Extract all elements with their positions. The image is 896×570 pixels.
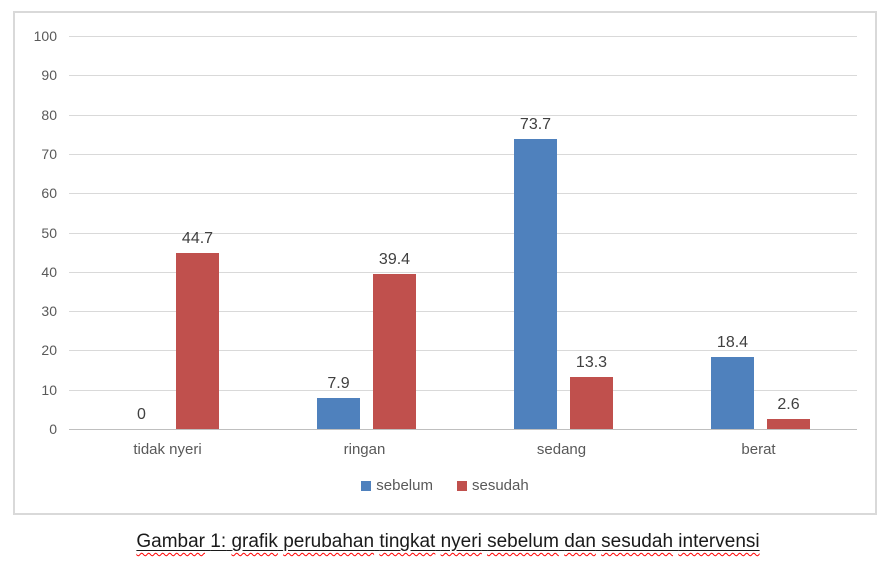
caption-word: dan	[564, 531, 596, 552]
legend-label: sebelum	[376, 477, 433, 494]
gridline	[69, 75, 857, 76]
ytick-label: 40	[41, 264, 57, 280]
legend-label: sesudah	[471, 477, 529, 494]
legend-swatch-sebelum	[361, 480, 372, 491]
data-label: 73.7	[519, 116, 552, 133]
legend-item-sebelum: sebelum	[361, 477, 433, 494]
data-label: 7.9	[327, 375, 350, 392]
bar-sesudah-berat	[767, 419, 810, 429]
x-axis-line	[69, 429, 857, 430]
ytick-label: 50	[41, 225, 57, 241]
gridline	[69, 193, 857, 194]
ytick-label: 90	[41, 67, 57, 83]
caption-word: sebelum	[487, 531, 559, 552]
category-label: sedang	[536, 441, 587, 458]
data-label: 39.4	[378, 251, 411, 268]
bar-sesudah-ringan	[373, 274, 416, 429]
gridline	[69, 36, 857, 37]
caption-word: nyeri	[440, 531, 482, 552]
ytick-label: 20	[41, 342, 57, 358]
caption-word: grafik	[231, 531, 278, 552]
gridline	[69, 311, 857, 312]
plot-area: 0 7.9 73.7 18.4 44.7 39.4 13.3 2.6	[69, 36, 857, 430]
category-label: ringan	[343, 441, 386, 458]
data-label: 44.7	[181, 230, 214, 247]
ytick-label: 10	[41, 382, 57, 398]
ytick-label: 100	[33, 28, 57, 44]
data-label: 2.6	[777, 396, 800, 413]
category-label: tidak nyeri	[133, 441, 202, 458]
data-label: 13.3	[575, 354, 608, 371]
caption-word: perubahan	[283, 531, 375, 552]
gridline	[69, 390, 857, 391]
chart-frame: 0 7.9 73.7 18.4 44.7 39.4 13.3 2.6 tidak nyeri r…	[13, 11, 877, 515]
bar-sebelum-ringan	[317, 398, 360, 429]
bar-sebelum-sedang	[514, 139, 557, 429]
ytick-label: 30	[41, 303, 57, 319]
gridline	[69, 350, 857, 351]
data-label: 0	[137, 406, 146, 423]
figure-caption: Gambar 1: grafik perubahan tingkat nyeri…	[0, 531, 896, 553]
ytick-label: 80	[41, 107, 57, 123]
caption-word: sesudah	[601, 531, 674, 552]
data-label: 18.4	[716, 334, 749, 351]
gridline	[69, 233, 857, 234]
gridline	[69, 115, 857, 116]
bar-sebelum-berat	[711, 357, 754, 429]
bar-sesudah-tidak nyeri	[176, 253, 219, 429]
bar-sesudah-sedang	[570, 377, 613, 429]
legend-swatch-sesudah	[456, 480, 467, 491]
gridline	[69, 154, 857, 155]
caption-word: Gambar	[136, 531, 206, 552]
caption-word: tingkat	[379, 531, 436, 552]
chart-legend: sebelum sesudah	[15, 477, 875, 494]
ytick-label: 60	[41, 185, 57, 201]
caption-word: intervensi	[678, 531, 760, 552]
gridline	[69, 272, 857, 273]
category-label: berat	[741, 441, 776, 458]
legend-item-sesudah: sesudah	[456, 477, 529, 494]
ytick-label: 0	[49, 421, 57, 437]
ytick-label: 70	[41, 146, 57, 162]
x-axis: tidak nyeri ringan sedang berat	[69, 439, 857, 461]
caption-word: 1:	[210, 531, 227, 552]
